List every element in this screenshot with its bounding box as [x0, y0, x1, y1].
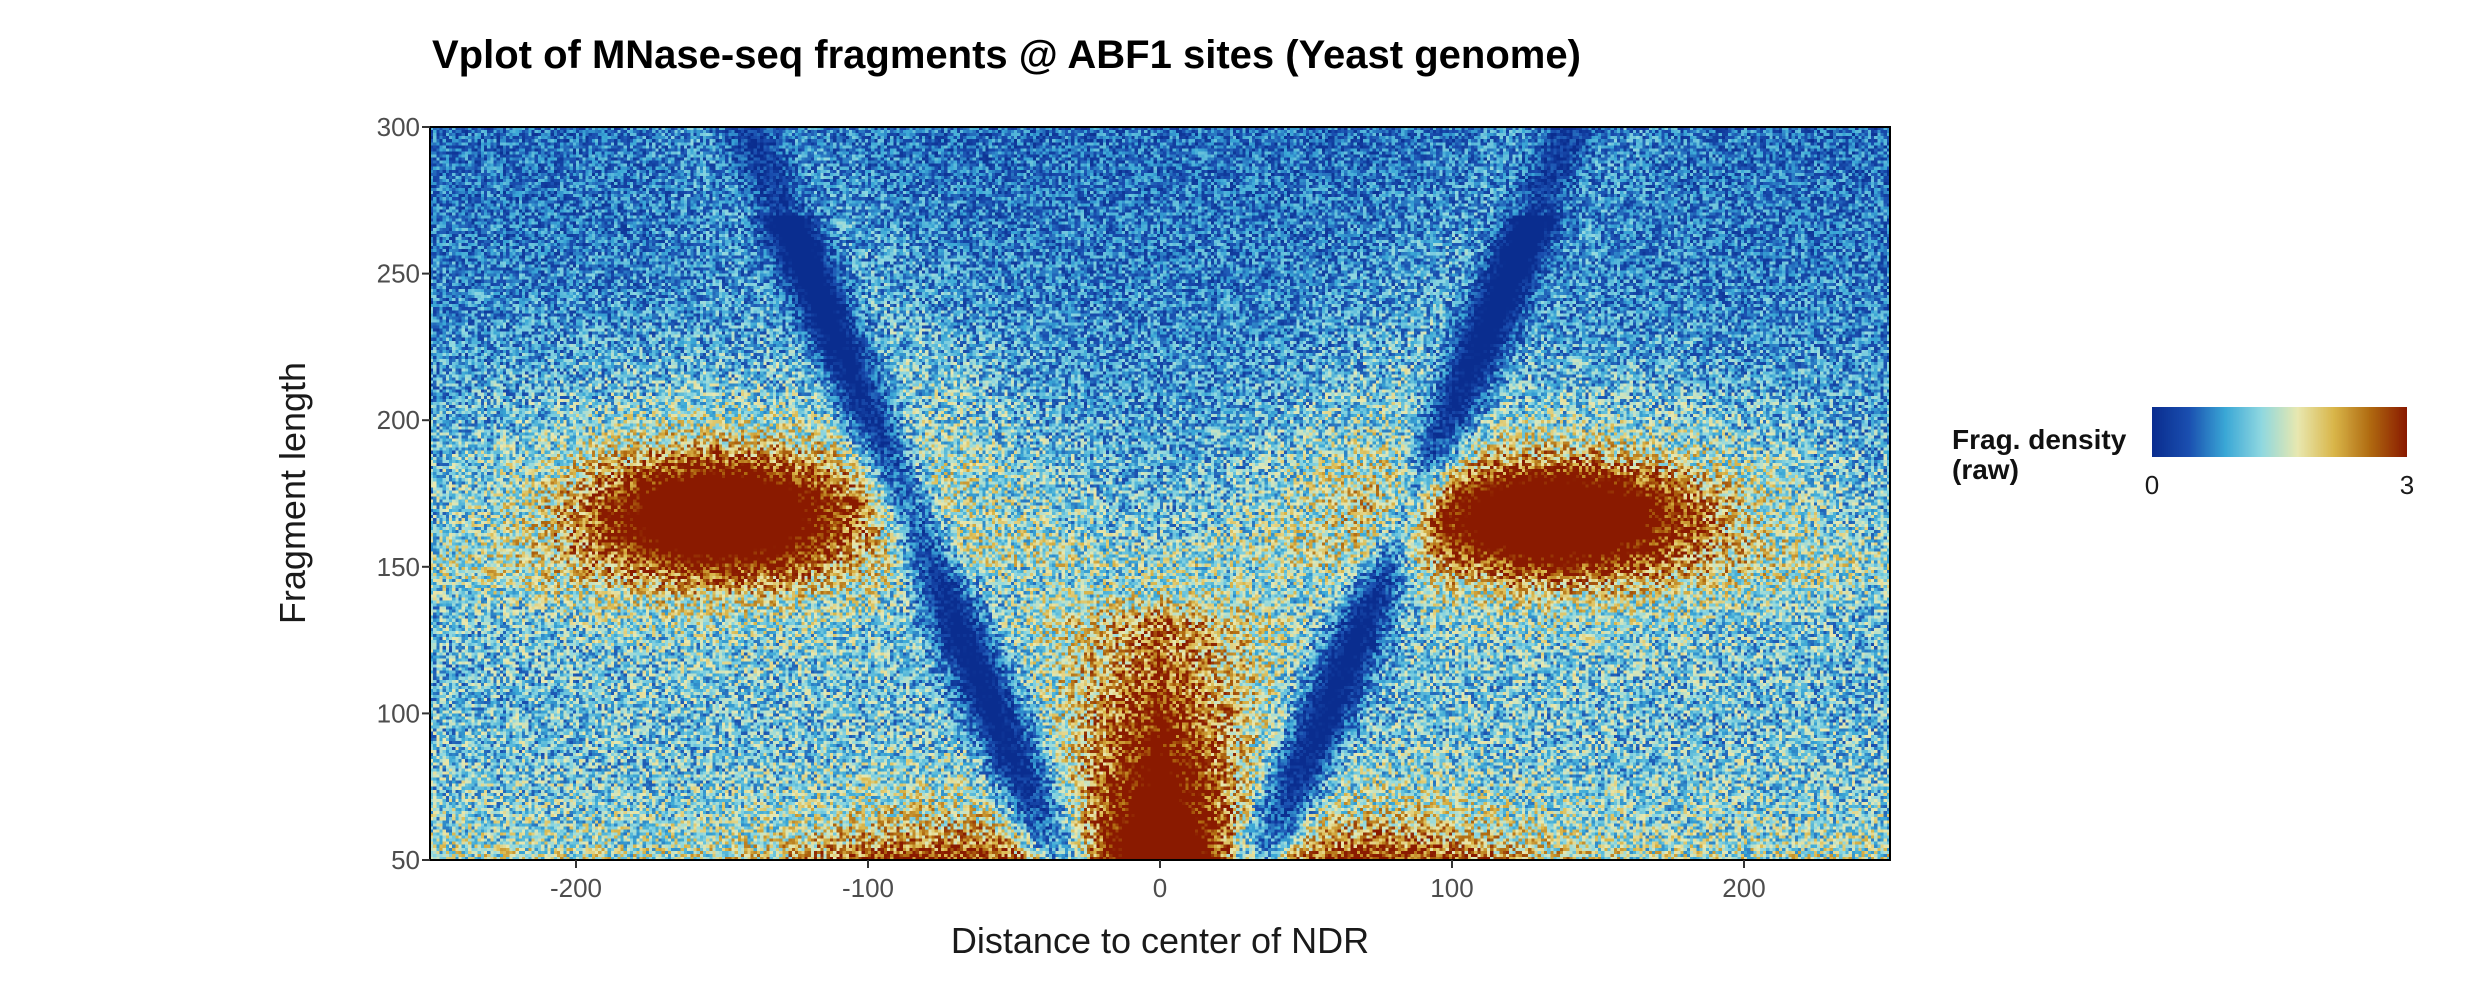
y-tick-label: 200 — [377, 405, 420, 435]
legend-tick-min: 0 — [2145, 470, 2159, 500]
legend-title-line2: (raw) — [1952, 454, 2019, 485]
x-tick-label: 200 — [1722, 873, 1765, 903]
heatmap-plot-area — [430, 127, 1890, 860]
x-tick-label: -200 — [550, 873, 602, 903]
y-tick-label: 100 — [377, 698, 420, 728]
y-tick-label: 150 — [377, 552, 420, 582]
x-axis-title: Distance to center of NDR — [951, 920, 1369, 961]
y-tick-label: 300 — [377, 112, 420, 142]
y-tick-label: 250 — [377, 259, 420, 289]
legend-tick-max: 3 — [2400, 470, 2414, 500]
x-tick-label: -100 — [842, 873, 894, 903]
y-tick-label: 50 — [391, 845, 420, 875]
y-axis: 50 100 150 200 250 300 — [377, 112, 430, 875]
plot-border — [429, 126, 1891, 861]
x-axis: -200 -100 0 100 200 — [550, 860, 1766, 903]
legend-title-line1: Frag. density — [1952, 424, 2127, 455]
colorbar-gradient — [2152, 407, 2407, 457]
y-axis-title: Fragment length — [272, 362, 313, 624]
x-tick-label: 0 — [1153, 873, 1167, 903]
colorbar-legend: Frag. density (raw) 0 3 — [1952, 424, 2414, 500]
chart-title: Vplot of MNase-seq fragments @ ABF1 site… — [432, 33, 1581, 77]
x-tick-label: 100 — [1430, 873, 1473, 903]
